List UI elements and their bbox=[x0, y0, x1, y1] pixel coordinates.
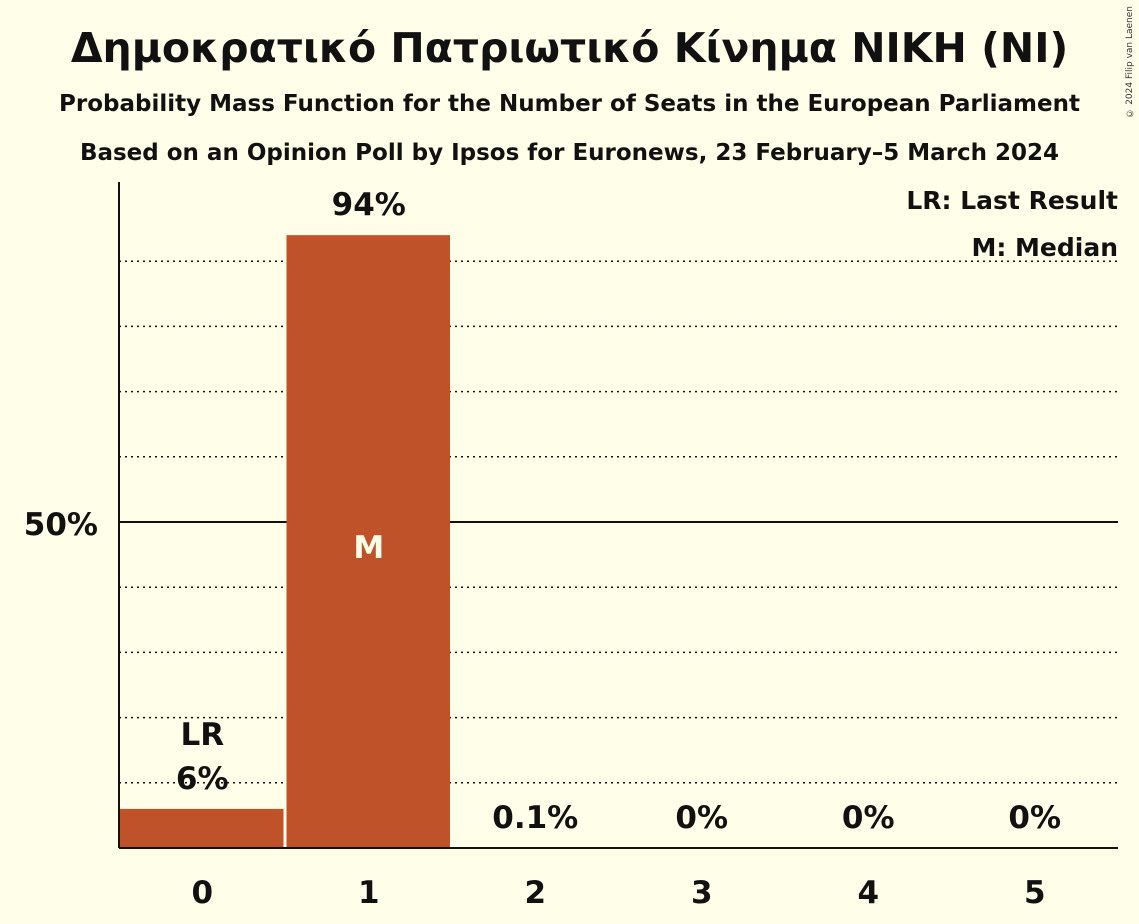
x-tick-label-2: 2 bbox=[524, 875, 546, 911]
value-label-3: 0% bbox=[675, 800, 728, 836]
value-label-0: 6% bbox=[176, 761, 229, 797]
legend-last-result: LR: Last Result bbox=[906, 186, 1118, 215]
axes: 50% 0 1 2 3 4 5 bbox=[24, 182, 1118, 911]
value-label-4: 0% bbox=[842, 800, 895, 836]
bars bbox=[120, 235, 450, 848]
x-tick-label-4: 4 bbox=[857, 875, 879, 911]
x-tick-label-5: 5 bbox=[1024, 875, 1046, 911]
chart-subtitle: Probability Mass Function for the Number… bbox=[59, 91, 1080, 117]
value-label-2: 0.1% bbox=[492, 800, 578, 836]
chart-subtitle-source: Based on an Opinion Poll by Ipsos for Eu… bbox=[79, 140, 1060, 166]
legend-median: M: Median bbox=[971, 233, 1118, 262]
bar-1 bbox=[286, 235, 450, 848]
y-tick-label: 50% bbox=[24, 507, 98, 543]
last-result-marker: LR bbox=[180, 717, 224, 753]
bar-0 bbox=[120, 808, 284, 848]
gridlines bbox=[119, 260, 1118, 784]
x-tick-label-3: 3 bbox=[691, 875, 713, 911]
value-label-1: 94% bbox=[332, 187, 406, 223]
value-labels: 6% LR 94% M 0.1% 0% 0% 0% bbox=[176, 187, 1061, 836]
x-tick-label-1: 1 bbox=[358, 875, 380, 911]
value-label-5: 0% bbox=[1008, 800, 1061, 836]
chart-title: Δημοκρατικό Πατριωτικό Κίνημα ΝΙΚΗ (NI) bbox=[70, 24, 1069, 72]
median-marker: M bbox=[353, 530, 384, 566]
x-tick-label-0: 0 bbox=[191, 875, 213, 911]
